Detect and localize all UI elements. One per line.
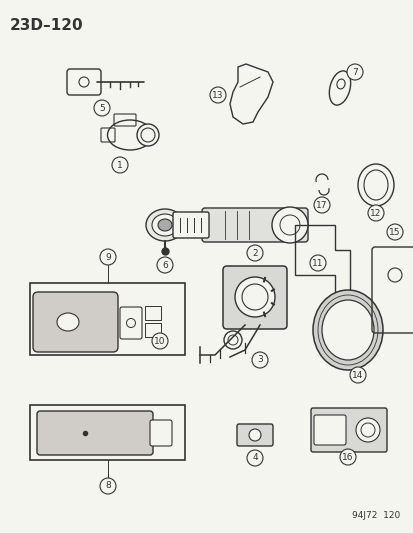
Circle shape (339, 449, 355, 465)
Text: 2: 2 (252, 248, 257, 257)
Text: 1: 1 (117, 160, 123, 169)
Circle shape (252, 352, 267, 368)
Text: 4: 4 (252, 454, 257, 463)
Circle shape (271, 207, 307, 243)
Text: 14: 14 (351, 370, 363, 379)
Circle shape (313, 197, 329, 213)
Ellipse shape (146, 209, 183, 241)
Ellipse shape (137, 124, 159, 146)
Text: 23D–120: 23D–120 (10, 18, 83, 33)
Circle shape (100, 478, 116, 494)
Ellipse shape (158, 219, 171, 231)
Text: 12: 12 (369, 208, 381, 217)
Bar (145, 306, 161, 320)
Ellipse shape (235, 277, 274, 317)
Bar (30, 405, 185, 460)
FancyBboxPatch shape (223, 266, 286, 329)
Circle shape (349, 367, 365, 383)
Ellipse shape (248, 429, 260, 441)
Text: 16: 16 (342, 453, 353, 462)
Ellipse shape (321, 300, 373, 360)
FancyBboxPatch shape (150, 420, 171, 446)
Circle shape (94, 100, 110, 116)
FancyBboxPatch shape (37, 411, 153, 455)
Bar (145, 323, 161, 337)
Circle shape (346, 64, 362, 80)
Text: 5: 5 (99, 103, 104, 112)
FancyBboxPatch shape (202, 208, 307, 242)
Circle shape (152, 333, 168, 349)
FancyBboxPatch shape (310, 408, 386, 452)
Text: 10: 10 (154, 336, 165, 345)
Circle shape (209, 87, 225, 103)
Circle shape (386, 224, 402, 240)
Text: 17: 17 (316, 200, 327, 209)
Text: 15: 15 (388, 228, 400, 237)
FancyBboxPatch shape (173, 212, 209, 238)
Text: 9: 9 (105, 253, 111, 262)
Ellipse shape (152, 214, 178, 236)
Circle shape (247, 245, 262, 261)
FancyBboxPatch shape (313, 415, 345, 445)
Text: 6: 6 (162, 261, 167, 270)
Circle shape (157, 257, 173, 273)
Circle shape (309, 255, 325, 271)
Circle shape (247, 450, 262, 466)
Circle shape (100, 249, 116, 265)
Text: 94J72  120: 94J72 120 (351, 511, 399, 520)
Text: 7: 7 (351, 68, 357, 77)
Text: 8: 8 (105, 481, 111, 490)
Circle shape (355, 418, 379, 442)
Ellipse shape (57, 313, 79, 331)
Circle shape (367, 205, 383, 221)
FancyBboxPatch shape (236, 424, 272, 446)
Circle shape (112, 157, 128, 173)
Bar (30, 283, 185, 355)
Text: 11: 11 (311, 259, 323, 268)
Text: 13: 13 (212, 91, 223, 100)
Text: 3: 3 (256, 356, 262, 365)
FancyBboxPatch shape (33, 292, 118, 352)
Ellipse shape (312, 290, 382, 370)
